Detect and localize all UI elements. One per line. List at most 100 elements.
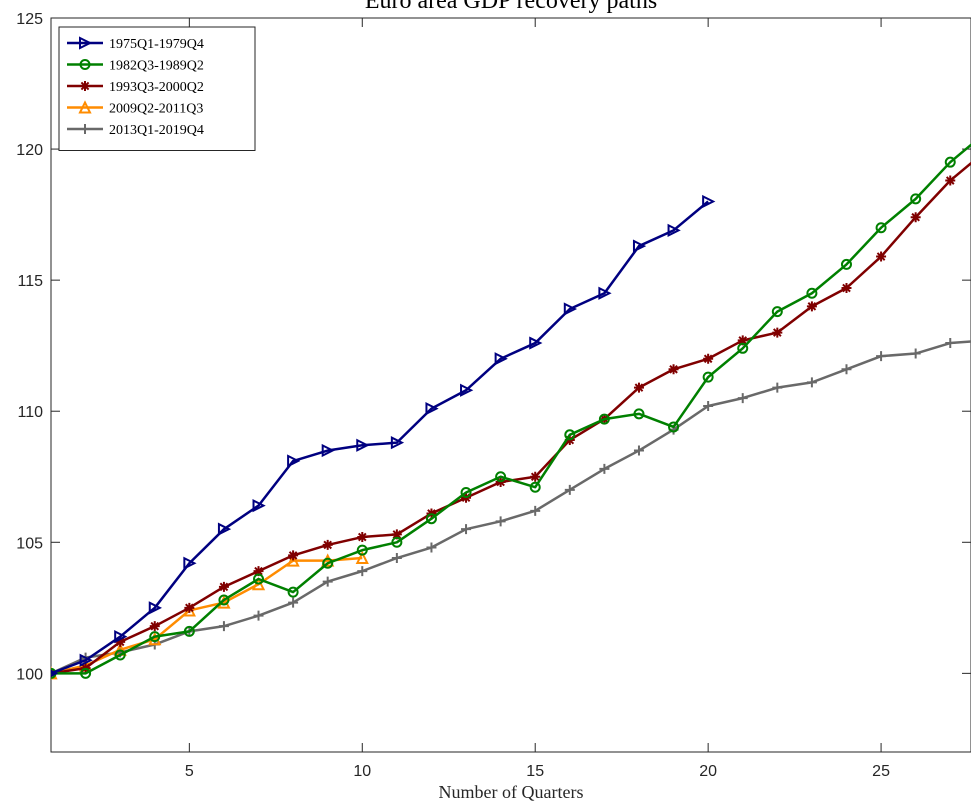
series-line [51,340,971,675]
data-point [321,443,335,458]
data-point [530,471,541,482]
data-point [286,553,300,567]
data-point [218,621,229,632]
data-point [391,529,402,540]
data-point [737,335,748,346]
legend: 1975Q1-1979Q4 1982Q3-1989Q2 1993Q3-2000Q2 2… [58,26,256,151]
data-point [910,193,922,205]
data-point [876,251,887,262]
data-point [633,382,644,393]
data-point [530,505,541,516]
legend-label: 1993Q3-2000Q2 [109,80,204,95]
plot-area [50,17,971,753]
legend-item: 2013Q1-2019Q4 [67,123,204,138]
data-point [114,630,128,644]
series-1993Q3-2000Q2 [51,161,971,679]
data-point [737,393,748,404]
data-point [564,429,576,441]
chart-title: Euro area GDP recovery paths [365,0,657,14]
data-point [183,556,197,570]
data-point [667,223,681,237]
data-point [772,382,783,393]
data-point [737,342,749,354]
data-point [910,348,921,359]
data-point [218,594,230,606]
data-point [288,550,299,561]
x-tick-label: 20 [699,763,717,780]
data-point [703,353,714,364]
data-point [772,327,783,338]
y-tick-label: 120 [16,142,43,159]
series-1982Q3-1989Q2 [51,143,971,679]
data-point [945,338,956,349]
data-point [114,649,126,661]
data-point [840,258,852,270]
y-tick-label: 125 [16,11,43,28]
data-point [668,364,679,375]
data-point [564,484,575,495]
data-point [875,222,887,234]
x-tick-label: 15 [526,763,544,780]
data-point [806,287,818,299]
data-point [841,283,852,294]
data-point [425,401,439,416]
data-point [529,481,541,493]
data-point [184,602,195,613]
data-point [806,301,817,312]
data-point [633,408,645,420]
data-point [703,400,714,411]
data-point [322,539,333,550]
x-axis-label: Number of Quarters [439,782,584,802]
legend-item: 1975Q1-1979Q4 [67,36,204,52]
x-tick-label: 25 [872,763,890,780]
series-line [51,161,971,675]
data-point [599,463,610,474]
series-line [51,556,363,675]
data-point [115,636,126,647]
data-point [253,566,264,577]
data-point [357,566,368,577]
data-point [80,667,92,679]
y-tick-label: 105 [16,535,43,552]
data-point [806,377,817,388]
data-point [391,553,402,564]
data-point [529,336,543,350]
data-point [253,573,265,585]
legend-label: 2013Q1-2019Q4 [109,123,204,138]
data-point [702,194,716,209]
data-point [460,383,474,397]
y-tick-label: 115 [17,273,43,290]
legend-marker [78,100,92,114]
data-point [460,486,472,498]
data-point [495,471,507,483]
data-point [633,445,644,456]
data-point [356,438,370,452]
data-point [390,436,405,450]
data-point [322,576,333,587]
data-point [356,544,368,556]
data-point [494,352,508,366]
data-point [944,156,956,168]
data-point [461,524,472,535]
data-point [251,576,266,591]
data-point [426,542,437,553]
data-point [910,212,921,223]
data-point [425,513,437,525]
data-point [288,597,299,608]
data-point [218,581,229,592]
data-point [668,421,680,433]
x-tick-label: 5 [185,763,194,780]
data-point [322,557,334,569]
legend-marker [79,36,93,50]
data-point [148,601,162,615]
data-point [771,306,783,318]
legend-marker [80,81,90,91]
data-point [598,286,612,300]
legend-label: 2009Q2-2011Q3 [109,102,203,117]
data-point [632,239,647,253]
series-2013Q1-2019Q4 [51,338,971,679]
data-point [945,175,956,186]
data-point [79,653,93,667]
legend-label: 1975Q1-1979Q4 [109,37,204,52]
